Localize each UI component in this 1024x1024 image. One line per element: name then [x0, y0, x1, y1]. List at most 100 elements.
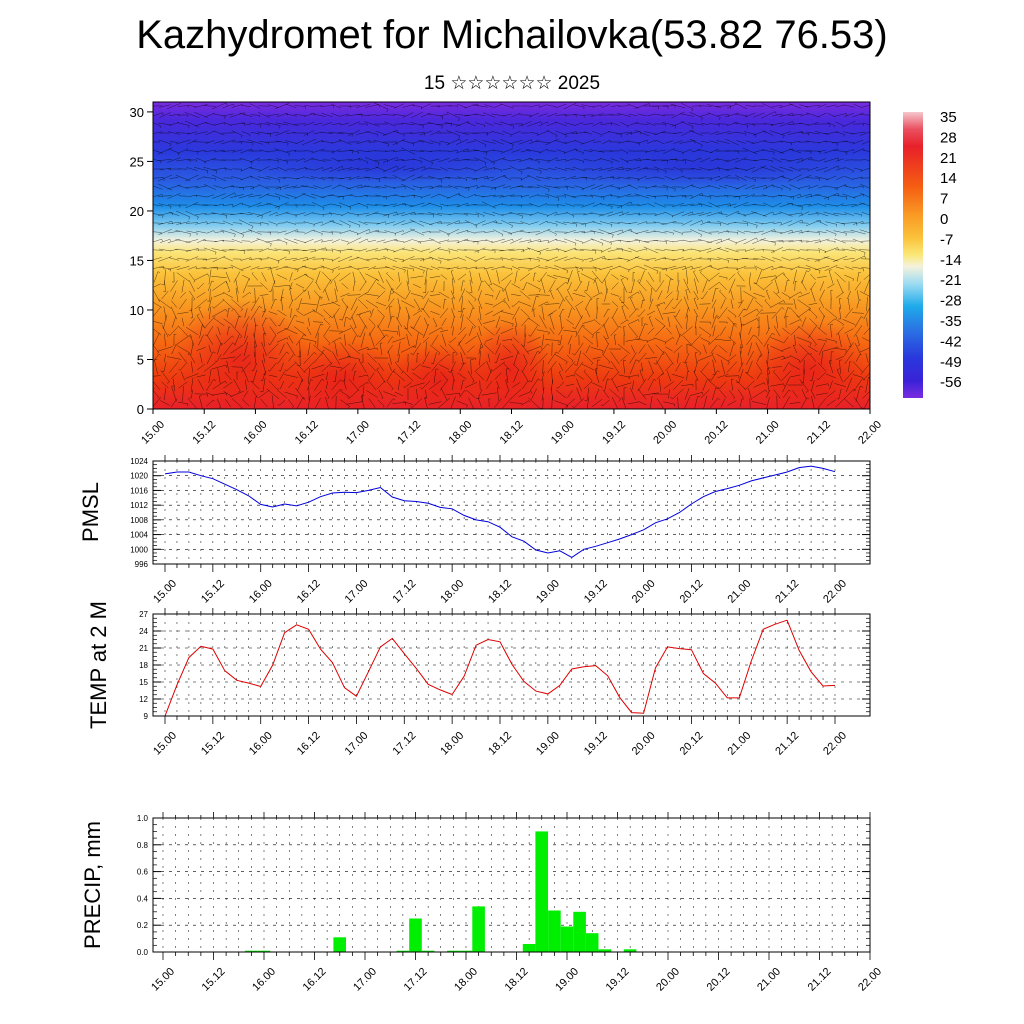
- precip-xtick-label: 15.12: [200, 966, 228, 994]
- precip-bar: [573, 911, 586, 952]
- colorbar-label: 28: [940, 129, 957, 146]
- pmsl-ytick-label: 1012: [130, 501, 148, 510]
- pmsl-xtick-label: 17.00: [343, 578, 371, 606]
- temp-ytick-label: 12: [139, 695, 148, 704]
- colorbar-label: -35: [940, 313, 962, 330]
- page-subtitle: 15 ☆☆☆☆☆☆ 2025: [423, 73, 601, 94]
- temp-ytick-label: 21: [139, 644, 148, 653]
- cs-xtick-label: 21.12: [805, 419, 833, 447]
- pmsl-xtick-label: 19.12: [582, 578, 610, 606]
- cs-xtick-label: 20.12: [703, 419, 731, 447]
- cs-xtick-label: 22.00: [856, 419, 884, 447]
- colorbar-label: 7: [940, 191, 948, 208]
- precip-bar: [535, 831, 548, 952]
- precip-bar: [623, 949, 637, 952]
- temp-xtick-label: 16.00: [247, 730, 275, 758]
- cs-xtick-label: 15.12: [190, 419, 218, 447]
- precip-bar: [421, 950, 435, 952]
- temp-xtick-label: 19.00: [534, 730, 562, 758]
- precip-xtick-label: 18.12: [503, 966, 531, 994]
- precip-bar: [598, 949, 612, 952]
- temp-xtick-label: 22.00: [821, 730, 849, 758]
- pmsl-series-line: [164, 465, 836, 558]
- page-title: Kazhydromet for Michailovka(53.82 76.53): [136, 13, 888, 57]
- temp-series-line: [164, 619, 836, 717]
- precip-bar: [459, 950, 473, 952]
- pmsl-ytick-label: 1016: [130, 486, 148, 495]
- temp-xtick-label: 21.00: [725, 730, 753, 758]
- precip-ytick-label: 0.6: [137, 868, 149, 877]
- precip-bar: [447, 950, 460, 952]
- precip-xtick-label: 19.00: [553, 966, 581, 994]
- cs-xtick-label: 15.00: [139, 419, 167, 447]
- temp-chart: 9 12 15 18 21 24 27 15.00 15.12 16.00 16.12 17.00 1…: [86, 601, 871, 758]
- pmsl-xtick-label: 21.00: [725, 578, 753, 606]
- pmsl-xtick-label: 20.00: [630, 578, 658, 606]
- precip-ytick-label: 0.8: [137, 841, 149, 850]
- pmsl-xtick-label: 21.12: [773, 578, 801, 606]
- pmsl-xtick-label: 15.12: [199, 578, 227, 606]
- temp-xtick-label: 18.12: [486, 730, 514, 758]
- precip-bar: [333, 937, 346, 952]
- precip-xtick-label: 21.12: [806, 966, 834, 994]
- pmsl-xtick-label: 19.00: [534, 578, 562, 606]
- precip-x-axis: 15.00 15.12 16.00 16.12 17.00 17.12 18.00 18.12…: [149, 812, 884, 994]
- temp-xtick-label: 17.00: [343, 730, 371, 758]
- colorbar-label: 21: [940, 150, 957, 167]
- cs-xtick-label: 19.12: [600, 419, 628, 447]
- temp-xtick-label: 20.12: [678, 730, 706, 758]
- pmsl-xtick-label: 16.12: [295, 578, 323, 606]
- temp-xtick-label: 15.12: [199, 730, 227, 758]
- pmsl-xtick-label: 17.12: [390, 578, 418, 606]
- precip-frame: [152, 817, 871, 953]
- colorbar-label: -28: [940, 293, 962, 310]
- colorbar-labels: 35 28 21 14 7 0 -7 -14 -21 -28 -35 -42 -49 -56: [940, 109, 962, 391]
- cs-xtick-label: 18.00: [446, 419, 474, 447]
- pmsl-xtick-label: 18.12: [486, 578, 514, 606]
- precip-bar: [585, 933, 599, 952]
- temp-xtick-label: 19.12: [582, 730, 610, 758]
- pmsl-ytick-label: 1004: [130, 531, 148, 540]
- temp-xtick-label: 20.00: [630, 730, 658, 758]
- precip-y-axis: 0.0 0.2 0.4 0.6 0.8 1.0: [137, 814, 870, 957]
- precip-xtick-label: 19.12: [604, 966, 632, 994]
- temp-xtick-label: 16.12: [295, 730, 323, 758]
- temp-xtick-label: 17.12: [390, 730, 418, 758]
- temp-ytick-label: 9: [144, 712, 149, 721]
- pmsl-xtick-label: 18.00: [438, 578, 466, 606]
- precip-bars: [245, 831, 637, 952]
- precip-ytick-label: 0.0: [137, 948, 149, 957]
- precip-bar: [548, 910, 561, 952]
- temp-ytick-label: 15: [139, 678, 148, 687]
- precip-xtick-label: 17.12: [402, 966, 430, 994]
- colorbar-label: -42: [940, 333, 962, 350]
- cs-ytick-label: 15: [130, 253, 144, 268]
- colorbar-label: -7: [940, 231, 953, 248]
- precip-bar: [472, 906, 485, 952]
- wind-barb-field: [153, 102, 870, 409]
- pmsl-ytick-label: 1024: [130, 457, 148, 466]
- cs-xtick-label: 18.12: [498, 419, 526, 447]
- cross-section-y-axis: 0 5 10 15 20 25 30: [130, 105, 153, 417]
- cross-section-chart: 0 5 10 15 20 25 30 15.00 15.12 16.00 16.12 17.00 17…: [130, 101, 884, 447]
- precip-ytick-label: 0.2: [137, 921, 149, 930]
- temp-ytick-label: 18: [139, 661, 148, 670]
- precip-bar: [257, 950, 271, 952]
- pmsl-ytick-label: 1000: [130, 545, 148, 554]
- precip-xtick-label: 20.12: [705, 966, 733, 994]
- pmsl-ytick-label: 1020: [130, 472, 148, 481]
- precip-y-label: PRECIP, mm: [80, 821, 105, 949]
- cs-xtick-label: 19.00: [549, 419, 577, 447]
- pmsl-xtick-label: 20.12: [678, 578, 706, 606]
- cs-ytick-label: 25: [130, 154, 144, 169]
- precip-ytick-label: 1.0: [137, 814, 149, 823]
- cs-ytick-label: 0: [137, 402, 144, 417]
- precip-xtick-label: 21.00: [755, 966, 783, 994]
- temp-xtick-label: 18.00: [438, 730, 466, 758]
- cs-xtick-label: 16.00: [242, 419, 270, 447]
- pmsl-frame: [152, 460, 871, 565]
- colorbar-label: -49: [940, 354, 962, 371]
- precip-bar: [396, 950, 410, 952]
- pmsl-grid: [153, 460, 870, 565]
- cs-xtick-label: 17.00: [344, 419, 372, 447]
